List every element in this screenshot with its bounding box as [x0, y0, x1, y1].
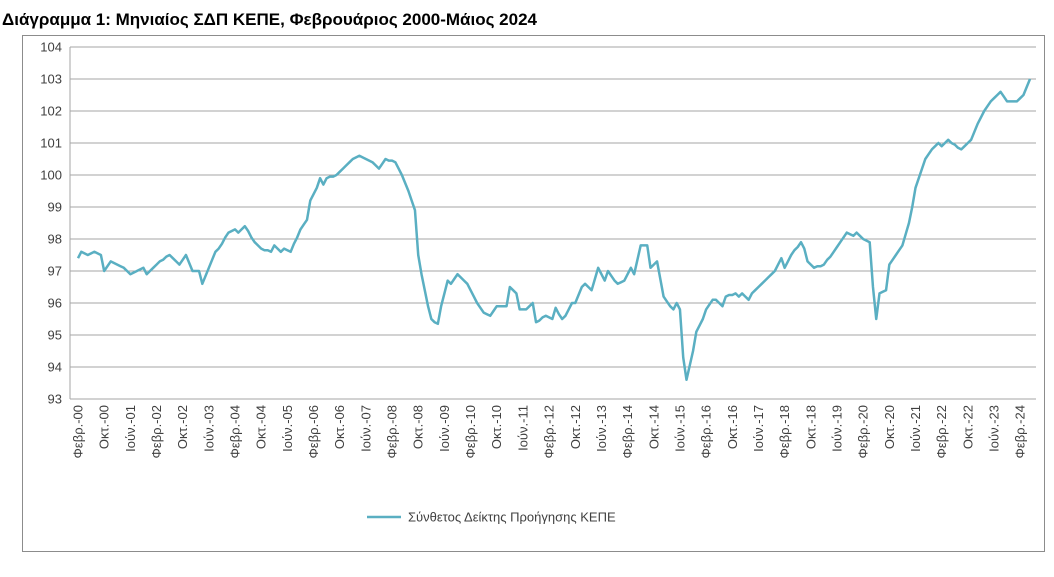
y-tick-label: 93 — [48, 392, 62, 407]
x-tick-label: Οκτ.-08 — [411, 405, 426, 449]
chart-frame — [22, 35, 1045, 552]
chart-title: Διάγραμμα 1: Μηνιαίος ΣΔΠ ΚΕΠΕ, Φεβρουάρ… — [2, 10, 538, 29]
x-tick-label: Φεβρ.-18 — [777, 405, 792, 458]
x-tick-label: Οκτ.-00 — [97, 405, 112, 449]
x-tick-label: Οκτ.-20 — [882, 405, 897, 449]
x-tick-label: Ιούν.-23 — [987, 405, 1002, 452]
x-tick-label: Φεβρ.-24 — [1013, 405, 1028, 458]
x-tick-label: Φεβρ.-22 — [934, 405, 949, 458]
x-tick-label: Οκτ.-12 — [568, 405, 583, 449]
y-tick-label: 103 — [40, 72, 62, 87]
y-tick-label: 100 — [40, 168, 62, 183]
x-tick-label: Οκτ.-06 — [332, 405, 347, 449]
y-tick-label: 95 — [48, 328, 62, 343]
y-tick-label: 104 — [40, 40, 62, 55]
x-tick-label: Φεβρ.-10 — [463, 405, 478, 458]
x-tick-label: Φεβρ.-20 — [856, 405, 871, 458]
x-tick-label: Ιούν.-11 — [515, 405, 530, 451]
x-tick-label: Ιούν.-03 — [201, 405, 216, 452]
x-tick-label: Φεβρ.-08 — [385, 405, 400, 458]
x-tick-label: Οκτ.-10 — [489, 405, 504, 449]
y-tick-label: 102 — [40, 104, 62, 119]
x-tick-label: Οκτ.-18 — [803, 405, 818, 449]
x-tick-label: Ιούν.-09 — [437, 405, 452, 452]
x-tick-label: Οκτ.-14 — [646, 405, 661, 449]
y-tick-label: 101 — [40, 136, 62, 151]
x-tick-label: Ιούν.-05 — [280, 405, 295, 452]
x-tick-label: Οκτ.-02 — [175, 405, 190, 449]
x-tick-label: Φεβρ.-04 — [228, 405, 243, 458]
x-tick-label: Ιούν.-19 — [829, 405, 844, 452]
x-tick-label: Φεβρ.-00 — [71, 405, 86, 458]
data-line — [76, 78, 1032, 382]
x-tick-label: Οκτ.-04 — [254, 405, 269, 449]
y-tick-label: 96 — [48, 296, 62, 311]
x-tick-label: Ιούν.-01 — [123, 405, 138, 452]
x-tick-label: Ιούν.-07 — [358, 405, 373, 452]
x-tick-label: Ιούν.-13 — [594, 405, 609, 452]
x-tick-label: Φεβρ.-06 — [306, 405, 321, 458]
x-tick-label: Οκτ.-16 — [725, 405, 740, 449]
y-tick-label: 94 — [48, 360, 62, 375]
x-tick-label: Φεβρ.-14 — [620, 405, 635, 458]
y-tick-label: 97 — [48, 264, 62, 279]
x-tick-label: Οκτ.-22 — [960, 405, 975, 449]
x-tick-label: Φεβρ.-16 — [699, 405, 714, 458]
x-tick-label: Ιούν.-21 — [908, 405, 923, 452]
y-tick-label: 99 — [48, 200, 62, 215]
x-tick-label: Φεβρ.-12 — [542, 405, 557, 458]
x-tick-label: Ιούν.-17 — [751, 405, 766, 452]
x-tick-label: Φεβρ.-02 — [149, 405, 164, 458]
x-tick-label: Ιούν.-15 — [672, 405, 687, 452]
legend-label: Σύνθετος Δείκτης Προήγησης ΚΕΠΕ — [408, 510, 616, 525]
y-tick-label: 98 — [48, 232, 62, 247]
